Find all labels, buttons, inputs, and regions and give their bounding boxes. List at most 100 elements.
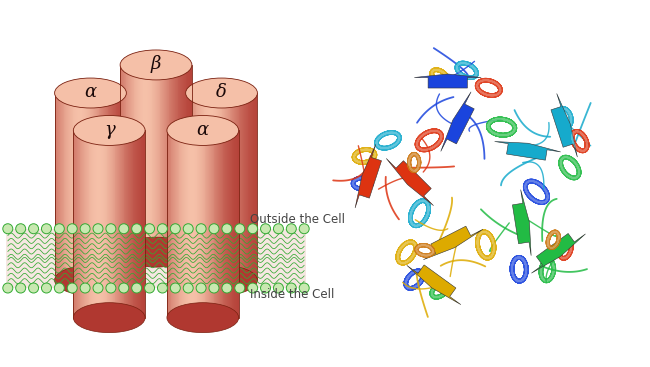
Polygon shape	[214, 130, 215, 318]
Polygon shape	[119, 93, 120, 280]
Polygon shape	[211, 130, 212, 318]
Polygon shape	[120, 93, 121, 280]
Polygon shape	[255, 93, 257, 280]
Polygon shape	[139, 65, 140, 252]
Polygon shape	[174, 65, 175, 252]
Polygon shape	[97, 93, 98, 280]
Polygon shape	[194, 93, 196, 280]
Polygon shape	[214, 130, 215, 318]
Polygon shape	[111, 93, 112, 280]
Polygon shape	[139, 130, 140, 318]
Polygon shape	[128, 65, 129, 252]
Polygon shape	[241, 93, 242, 280]
Polygon shape	[133, 130, 135, 318]
Polygon shape	[162, 65, 163, 252]
Polygon shape	[205, 93, 206, 280]
Circle shape	[209, 224, 219, 234]
Polygon shape	[140, 65, 141, 252]
Polygon shape	[167, 130, 168, 318]
Polygon shape	[208, 130, 209, 318]
Polygon shape	[186, 65, 187, 252]
Polygon shape	[170, 65, 171, 252]
Polygon shape	[79, 130, 81, 318]
Polygon shape	[70, 93, 71, 280]
Polygon shape	[180, 65, 181, 252]
Polygon shape	[243, 93, 244, 280]
Polygon shape	[144, 65, 145, 252]
Polygon shape	[125, 130, 126, 318]
Polygon shape	[187, 130, 188, 318]
Polygon shape	[219, 130, 220, 318]
Circle shape	[93, 224, 103, 234]
Polygon shape	[233, 93, 234, 280]
Polygon shape	[163, 65, 164, 252]
Polygon shape	[239, 93, 240, 280]
Polygon shape	[254, 93, 255, 280]
Polygon shape	[119, 130, 120, 318]
Polygon shape	[177, 65, 178, 252]
Polygon shape	[178, 65, 179, 252]
Polygon shape	[146, 65, 147, 252]
Polygon shape	[134, 65, 135, 252]
Polygon shape	[136, 130, 137, 318]
Polygon shape	[210, 93, 211, 280]
Circle shape	[106, 224, 116, 234]
Polygon shape	[236, 93, 237, 280]
Polygon shape	[126, 65, 127, 252]
Polygon shape	[226, 130, 227, 318]
Polygon shape	[181, 130, 182, 318]
Polygon shape	[73, 130, 74, 318]
Ellipse shape	[55, 78, 126, 108]
Polygon shape	[112, 93, 113, 280]
Polygon shape	[132, 65, 133, 252]
Polygon shape	[142, 130, 143, 318]
Polygon shape	[100, 130, 101, 318]
Polygon shape	[123, 65, 124, 252]
Polygon shape	[142, 65, 144, 252]
Ellipse shape	[73, 303, 145, 333]
Polygon shape	[188, 130, 189, 318]
Polygon shape	[122, 65, 123, 252]
Polygon shape	[75, 93, 76, 280]
Polygon shape	[185, 65, 186, 252]
Polygon shape	[200, 130, 201, 318]
Polygon shape	[95, 130, 96, 318]
Polygon shape	[123, 130, 124, 318]
Polygon shape	[151, 65, 152, 252]
Polygon shape	[86, 130, 87, 318]
Polygon shape	[209, 130, 210, 318]
Polygon shape	[196, 130, 198, 318]
Polygon shape	[158, 65, 159, 252]
Polygon shape	[135, 65, 136, 252]
Polygon shape	[138, 130, 139, 318]
Polygon shape	[236, 130, 237, 318]
Polygon shape	[218, 130, 219, 318]
Polygon shape	[133, 65, 134, 252]
Polygon shape	[84, 130, 85, 318]
Polygon shape	[174, 130, 175, 318]
Polygon shape	[136, 65, 137, 252]
Polygon shape	[205, 130, 207, 318]
Polygon shape	[172, 65, 173, 252]
Polygon shape	[114, 93, 116, 280]
Polygon shape	[193, 130, 194, 318]
Circle shape	[42, 283, 51, 293]
Polygon shape	[110, 130, 111, 318]
Circle shape	[29, 224, 38, 234]
Polygon shape	[423, 226, 483, 260]
Circle shape	[209, 283, 219, 293]
Circle shape	[16, 224, 26, 234]
Circle shape	[286, 283, 296, 293]
Polygon shape	[141, 65, 142, 252]
Polygon shape	[168, 65, 170, 252]
Polygon shape	[58, 93, 59, 280]
Polygon shape	[202, 93, 203, 280]
Polygon shape	[189, 93, 190, 280]
Circle shape	[222, 224, 232, 234]
Polygon shape	[74, 130, 75, 318]
Polygon shape	[212, 93, 213, 280]
Polygon shape	[72, 93, 73, 280]
Circle shape	[196, 224, 206, 234]
Polygon shape	[187, 93, 188, 280]
Polygon shape	[83, 130, 84, 318]
